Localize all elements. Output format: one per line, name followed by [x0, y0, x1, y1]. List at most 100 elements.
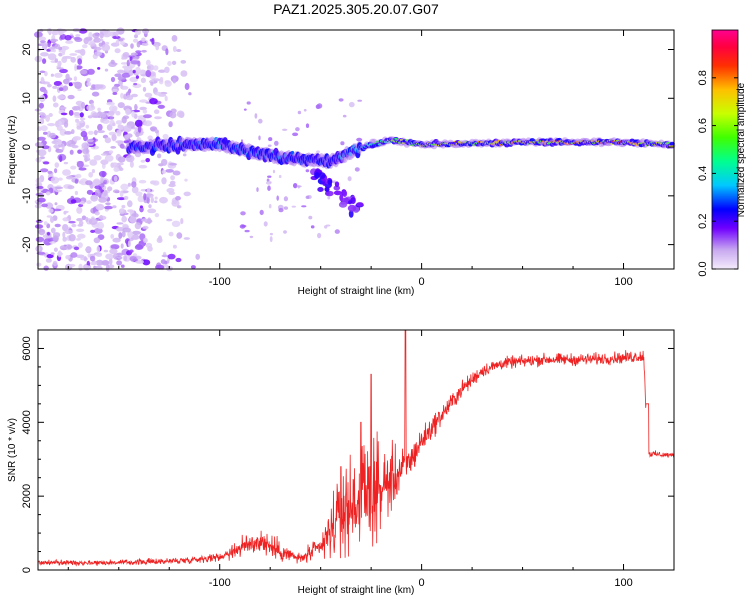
spectrogram-cell: [172, 170, 181, 176]
spectrogram-cell: [135, 191, 143, 197]
spectrogram-cell: [348, 210, 354, 218]
spectrogram-cell: [118, 232, 123, 239]
spectrogram-cell: [65, 40, 74, 44]
spectrogram-cell: [116, 129, 122, 137]
spectrogram-cell: [43, 221, 48, 226]
spectrogram-cell: [168, 231, 174, 237]
spectrogram-cell: [118, 38, 124, 42]
spectrogram-cell: [35, 157, 42, 163]
snr-xtick-label: 100: [614, 577, 632, 589]
spectrogram-cell: [127, 240, 131, 248]
spectrogram-cell: [175, 257, 182, 263]
spectrogram-cell: [129, 76, 139, 83]
spectrogram-cell: [184, 82, 190, 91]
spectrogram-cell: [131, 230, 141, 235]
spectrogram-cell: [91, 112, 100, 118]
spectrogram-cell: [131, 181, 137, 188]
spectrogram-ylabel: Frequency (Hz): [7, 116, 18, 185]
spectrogram-cell: [117, 256, 123, 259]
spectrogram-cell: [131, 186, 139, 194]
spectrogram-cell: [81, 215, 87, 221]
spectrogram-cell: [134, 105, 138, 110]
spectrogram-cell: [183, 237, 190, 240]
spectrogram-cell: [117, 162, 124, 166]
spectrogram-cell: [115, 140, 125, 144]
spectrogram-cell: [154, 116, 162, 120]
spectrogram-cell: [121, 57, 125, 60]
spectrogram-cell: [140, 77, 146, 84]
spectrogram-cell: [44, 71, 48, 77]
spectrogram-cell: [254, 113, 258, 119]
colorbar: 0.0 0.2 0.4 0.6 0.8 Normalized spectral ampl…: [697, 29, 747, 277]
spectrogram-cell: [243, 108, 247, 111]
spectrogram-cell: [73, 112, 81, 116]
spectrogram-cell: [134, 244, 144, 250]
spectrogram-cell: [46, 28, 52, 34]
spectrogram-cell: [305, 195, 310, 199]
spectrogram-cell: [62, 231, 66, 238]
spectrogram-cell: [62, 56, 67, 60]
spectrogram-cell: [176, 49, 182, 52]
spectrogram-cell: [94, 84, 104, 89]
spectrogram-frame: [37, 29, 675, 270]
spectrogram-cell: [110, 76, 116, 83]
spectrogram-cell: [91, 169, 95, 174]
spectrogram-cell: [54, 202, 58, 206]
spectrogram-cell: [77, 149, 82, 154]
spectrogram-cell: [72, 136, 82, 141]
spectrogram-cell: [113, 167, 120, 172]
spectrogram-cell: [246, 101, 251, 105]
spectrogram-cell: [56, 28, 65, 36]
spectrogram-cell: [165, 48, 169, 56]
spectrogram-cell: [95, 203, 105, 211]
spectrogram-cell: [171, 199, 180, 207]
spectrogram-cell: [356, 202, 364, 207]
spectrogram-cell: [348, 200, 353, 205]
spectrogram-cell: [77, 88, 82, 92]
spectrogram-cell: [61, 224, 69, 232]
spectrogram-cell: [45, 258, 52, 263]
spectrogram-cell: [100, 112, 107, 118]
spectrogram-cell: [127, 182, 131, 187]
spectrogram-cell: [130, 43, 134, 49]
spectrogram-cell: [137, 126, 142, 133]
spectrogram-cell: [101, 260, 110, 266]
spectrogram-cell: [48, 47, 55, 50]
spectrogram-cell: [46, 48, 51, 52]
spectrogram-cell: [316, 103, 323, 109]
spectrogram-cell: [295, 127, 300, 132]
spectrogram-cell: [146, 187, 151, 194]
spectrogram-cell: [172, 244, 177, 249]
spectrogram-cell: [161, 254, 169, 258]
spectrogram-cell: [43, 131, 48, 135]
spectrogram-cell: [100, 176, 104, 184]
spectrogram-cell: [52, 208, 62, 212]
spectrogram-cell: [41, 81, 51, 85]
spectrogram-cell: [35, 202, 42, 205]
spectrogram-cell: [283, 230, 287, 234]
spectrogram-cell: [78, 167, 87, 171]
spectrogram-cell: [96, 246, 101, 253]
spectrogram-cell: [156, 153, 162, 159]
spectrogram-cell: [115, 120, 123, 125]
spectrogram-cell: [74, 190, 78, 196]
spectrogram-cell: [93, 37, 102, 43]
spectrogram-cell: [71, 223, 77, 228]
spectrogram-cell: [52, 235, 59, 242]
spectrogram-cell: [134, 34, 138, 39]
spectrogram-cell: [73, 246, 80, 251]
spectrogram-cell: [348, 101, 355, 108]
spectrogram-cell: [317, 232, 322, 239]
spectrogram-cell: [314, 172, 320, 179]
snr-series: [37, 329, 674, 567]
spectrogram-ytick-label: 20: [21, 43, 33, 55]
spectrogram-cell: [49, 132, 56, 139]
spectrogram-cell: [54, 223, 61, 228]
spectrogram-cell: [49, 38, 59, 42]
spectrogram-cell: [105, 41, 110, 45]
colorbar-tick-label: 0.2: [697, 214, 709, 229]
spectrogram-cell: [56, 125, 63, 131]
spectrogram-cell: [76, 206, 83, 214]
spectrogram-cell: [86, 200, 92, 205]
